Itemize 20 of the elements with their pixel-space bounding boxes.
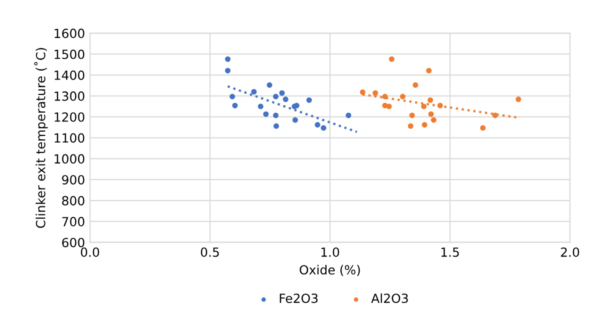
y-tick-label: 1400 bbox=[54, 70, 84, 80]
x-tick-label: 0.0 bbox=[80, 247, 100, 257]
y-tick-label: 1500 bbox=[54, 50, 84, 60]
x-axis-title: Oxide (%) bbox=[300, 264, 360, 276]
y-axis-title: Clinker exit temperature (˚C) bbox=[34, 48, 48, 228]
y-tick-label: 900 bbox=[62, 175, 84, 185]
x-tick-label: 1.0 bbox=[321, 247, 340, 257]
y-tick-label: 1200 bbox=[54, 112, 84, 122]
x-tick-label: 2.0 bbox=[560, 247, 580, 257]
y-tick-label: 600 bbox=[62, 238, 84, 248]
y-tick-label: 1100 bbox=[54, 133, 84, 143]
x-tick-label: 0.5 bbox=[200, 247, 219, 257]
y-tick-label: 800 bbox=[62, 196, 84, 206]
x-tick-label: 1.5 bbox=[441, 248, 459, 257]
legend-label: Fe2O3 bbox=[280, 294, 318, 304]
legend-label: Al2O3 bbox=[371, 293, 408, 304]
y-tick-label: 1000 bbox=[54, 154, 84, 164]
y-tick-label: 1600 bbox=[54, 28, 84, 38]
y-tick-label: 700 bbox=[62, 216, 84, 226]
y-tick-label: 1300 bbox=[54, 91, 84, 101]
